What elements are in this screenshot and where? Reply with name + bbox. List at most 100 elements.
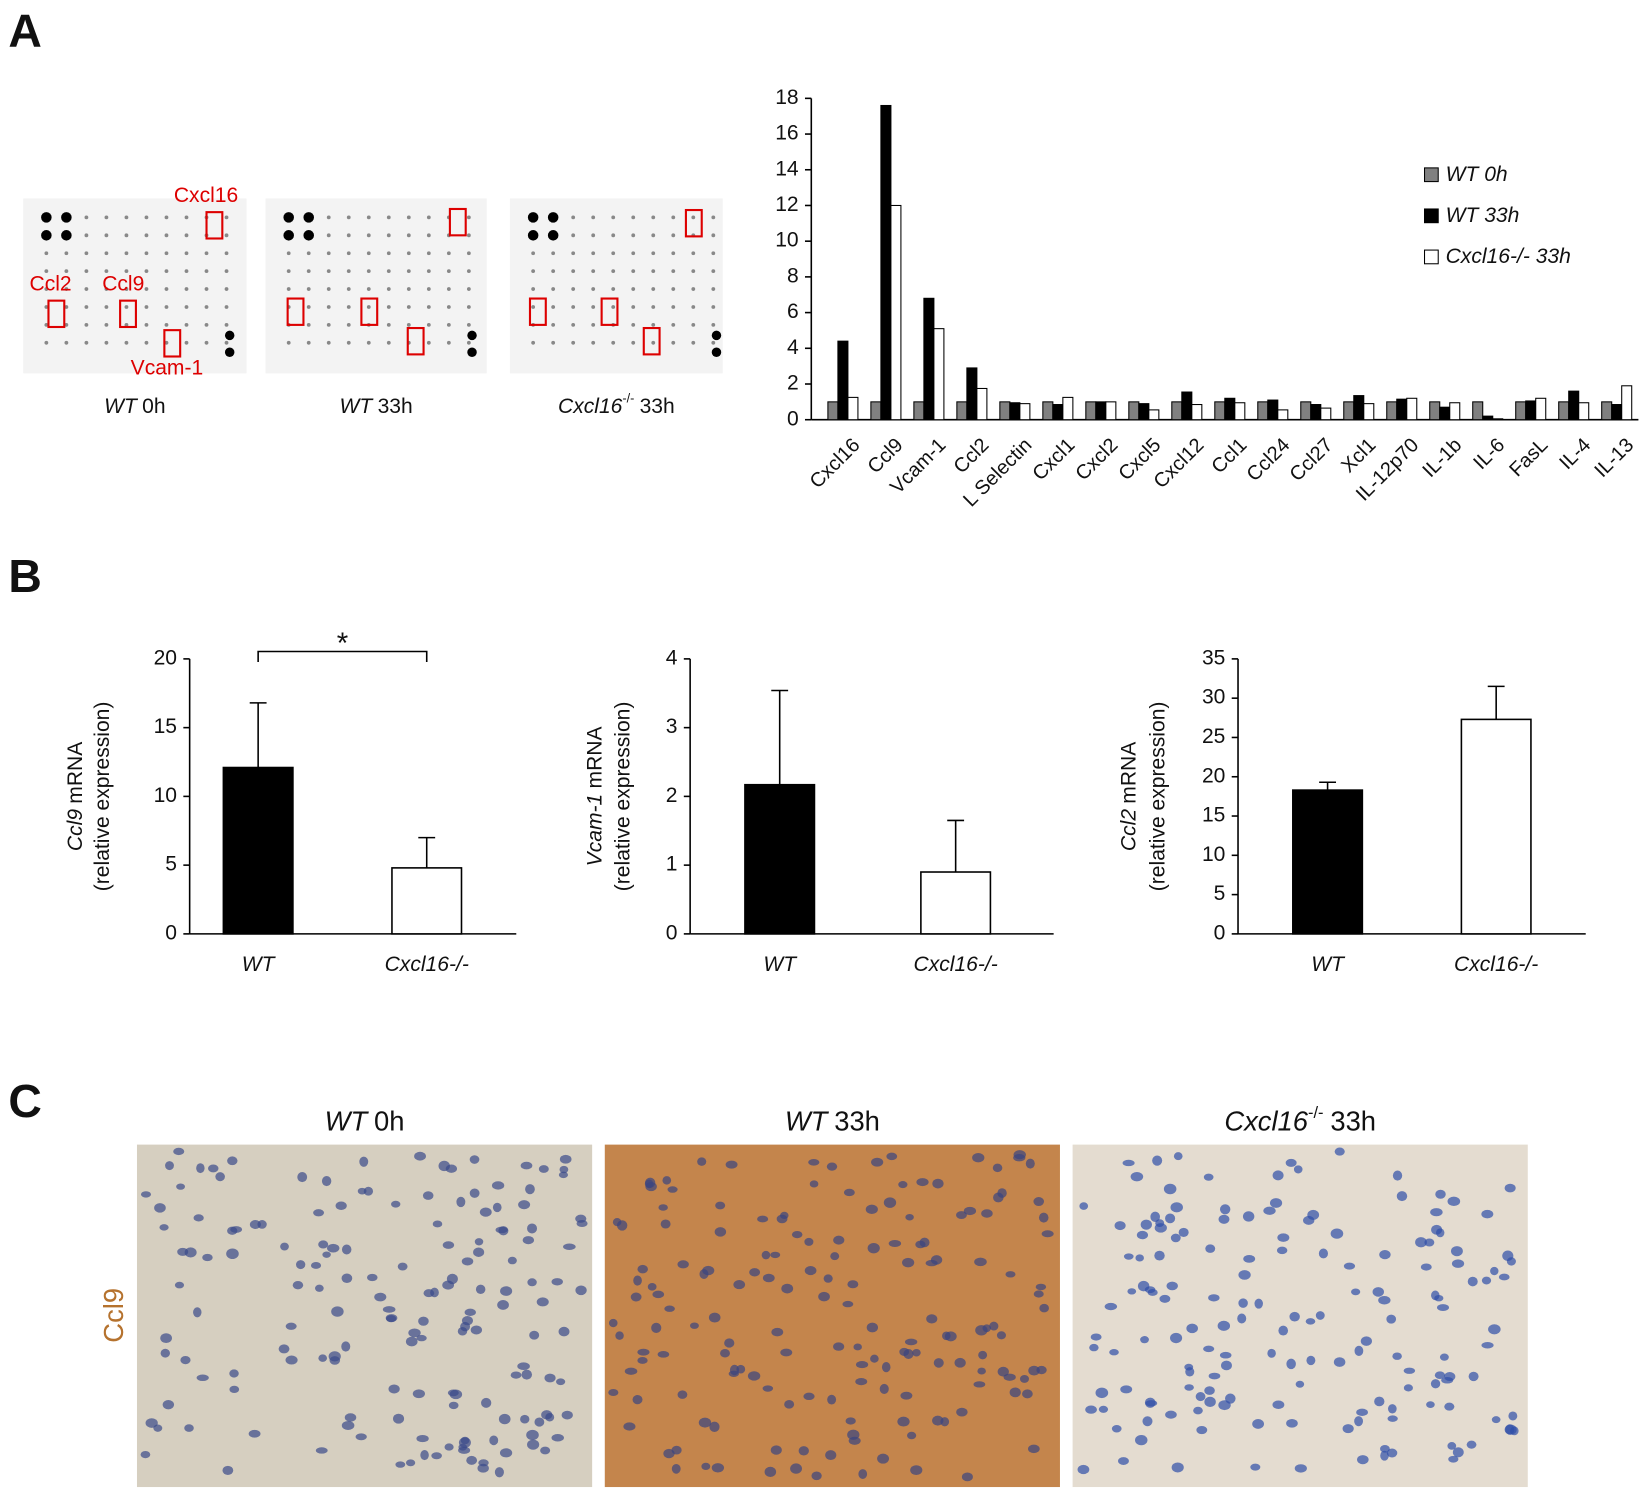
blot-dot <box>104 269 109 274</box>
bar <box>1568 390 1580 421</box>
blot-dot <box>64 251 69 256</box>
blot-dot <box>84 269 89 274</box>
nucleus <box>559 1165 569 1174</box>
nucleus <box>1028 1444 1040 1454</box>
nucleus <box>780 1348 793 1357</box>
nucleus <box>1357 1455 1369 1465</box>
y-tick-label: 10 <box>1202 843 1225 866</box>
bar <box>1460 718 1532 935</box>
nucleus <box>902 1257 915 1268</box>
y-tick-label: 14 <box>775 157 799 180</box>
blot-dot <box>406 269 411 274</box>
blot-image <box>265 198 487 374</box>
nucleus <box>870 1354 879 1363</box>
nucleus <box>916 1178 929 1187</box>
nucleus <box>229 1369 239 1378</box>
x-tick-label: Cxcl2 <box>1071 434 1122 485</box>
nucleus <box>416 1334 427 1342</box>
nucleus <box>608 1388 619 1397</box>
blot-dot <box>571 340 576 345</box>
blot-dot <box>446 305 451 309</box>
nucleus <box>310 1262 322 1269</box>
blot-dot <box>631 269 636 274</box>
highlight-box <box>600 297 619 326</box>
y-tick-label: 4 <box>666 646 678 669</box>
nucleus <box>422 1191 434 1200</box>
nucleus <box>709 1421 720 1433</box>
nucleus <box>1095 1387 1109 1399</box>
nucleus <box>662 1176 672 1185</box>
bar <box>1482 415 1494 421</box>
blot-dot <box>611 287 616 291</box>
blot-dot <box>651 322 656 327</box>
blot-dot <box>326 322 331 327</box>
blot-dot <box>406 287 411 291</box>
bar <box>1535 397 1547 421</box>
nucleus <box>879 1383 889 1394</box>
nucleus <box>458 1446 471 1454</box>
blot-dot <box>124 287 129 291</box>
nucleus <box>1218 1214 1230 1224</box>
nucleus <box>912 1348 921 1357</box>
nucleus <box>248 1429 261 1438</box>
nucleus <box>1140 1219 1152 1230</box>
y-label-gene: Ccl9 <box>63 809 86 851</box>
nucleus <box>701 1462 711 1471</box>
nucleus <box>905 1213 914 1221</box>
blot-dot <box>386 305 391 309</box>
nucleus <box>1285 1158 1297 1167</box>
blot-dot <box>551 287 556 291</box>
nucleus <box>1272 1170 1284 1181</box>
legend-swatch <box>1423 167 1439 183</box>
nucleus <box>1130 1172 1144 1182</box>
y-tick-label: 5 <box>165 853 177 876</box>
ihc-title: WT 0h <box>325 1106 405 1137</box>
blot-dot <box>346 305 351 309</box>
blot-dot <box>144 305 149 309</box>
y-axis-label: (relative expression) <box>1147 702 1170 892</box>
significance-label: * <box>337 627 349 660</box>
nucleus <box>1333 1357 1346 1367</box>
blot-dot <box>144 340 149 345</box>
nucleus <box>522 1236 535 1245</box>
nucleus <box>1254 1298 1263 1309</box>
nucleus <box>1354 1416 1364 1427</box>
x-tick-label: Cxcl16-/- <box>914 953 998 976</box>
blot-dot <box>551 251 556 256</box>
blot-dot <box>346 233 351 238</box>
nucleus <box>1104 1302 1118 1311</box>
bar <box>1277 409 1289 421</box>
nucleus <box>328 1351 341 1362</box>
nucleus <box>461 1257 474 1266</box>
nucleus <box>520 1161 533 1170</box>
y-tick-label: 0 <box>1214 921 1226 944</box>
blot-dot <box>144 233 149 238</box>
nucleus <box>1025 1158 1035 1169</box>
nucleus <box>494 1467 504 1478</box>
legend-swatch <box>1423 208 1439 224</box>
nucleus <box>825 1450 837 1461</box>
nucleus <box>1372 1287 1384 1297</box>
nucleus <box>888 1240 902 1248</box>
nucleus <box>357 1187 367 1195</box>
nucleus <box>464 1308 476 1316</box>
nucleus <box>757 1215 769 1223</box>
blot-dot <box>551 269 556 274</box>
nucleus <box>632 1395 643 1405</box>
nucleus <box>827 1394 837 1405</box>
nucleus <box>616 1220 628 1231</box>
blot-dot <box>44 305 49 309</box>
nucleus <box>1159 1294 1171 1303</box>
blot-dot <box>711 251 716 256</box>
blot-dot <box>286 287 291 291</box>
nucleus <box>690 1322 699 1329</box>
blot-dot <box>551 305 556 309</box>
blot-dot <box>346 340 351 345</box>
nucleus <box>1498 1273 1510 1281</box>
nucleus <box>708 1312 721 1323</box>
nucleus <box>651 1322 662 1334</box>
blot-dot <box>164 287 169 291</box>
nucleus <box>1278 1325 1289 1336</box>
nucleus <box>1041 1230 1054 1238</box>
nucleus <box>444 1443 454 1451</box>
